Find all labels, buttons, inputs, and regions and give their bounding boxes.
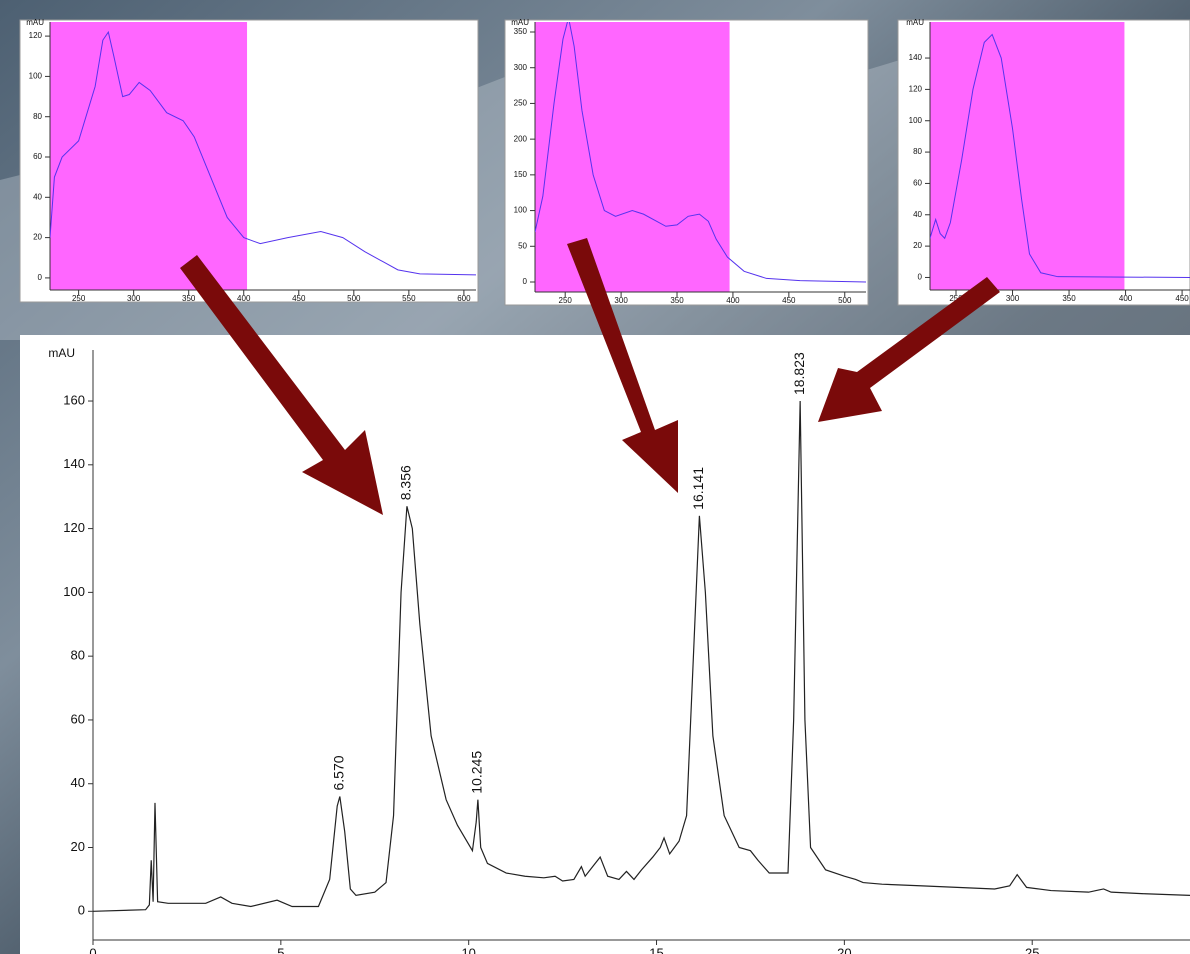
x-tick-label: 10 xyxy=(461,945,475,954)
peak-label: 18.823 xyxy=(791,352,807,395)
y-tick-label: 140 xyxy=(909,53,923,62)
y-tick-label: 120 xyxy=(63,520,85,535)
x-tick-label: 300 xyxy=(127,294,141,303)
x-tick-label: 250 xyxy=(559,296,573,305)
highlight-band xyxy=(535,22,730,292)
x-tick-label: 500 xyxy=(838,296,852,305)
peak-label: 16.141 xyxy=(690,467,706,510)
y-tick-label: 100 xyxy=(909,116,923,125)
x-tick-label: 450 xyxy=(292,294,306,303)
y-tick-label: 140 xyxy=(63,456,85,471)
y-tick-label: 0 xyxy=(918,273,923,282)
chromatogram-panel xyxy=(20,335,1190,954)
y-tick-label: 60 xyxy=(71,711,85,726)
x-tick-label: 400 xyxy=(237,294,251,303)
x-tick-label: 600 xyxy=(457,294,471,303)
y-tick-label: 80 xyxy=(913,147,922,156)
y-tick-label: 120 xyxy=(29,31,43,40)
x-tick-label: 350 xyxy=(670,296,684,305)
y-tick-label: 40 xyxy=(33,192,42,201)
y-tick-label: 20 xyxy=(71,839,85,854)
x-tick-label: 0 xyxy=(89,945,96,954)
y-tick-label: 100 xyxy=(29,72,43,81)
y-tick-label: 350 xyxy=(514,27,528,36)
y-tick-label: 20 xyxy=(33,233,42,242)
y-axis-label: mAU xyxy=(511,18,529,27)
x-tick-label: 500 xyxy=(347,294,361,303)
y-tick-label: 120 xyxy=(909,85,923,94)
x-tick-label: 15 xyxy=(649,945,663,954)
y-tick-label: 0 xyxy=(523,277,528,286)
y-tick-label: 80 xyxy=(33,112,42,121)
y-tick-label: 160 xyxy=(63,392,85,407)
y-tick-label: 0 xyxy=(78,903,85,918)
y-axis-label: mAU xyxy=(906,18,924,27)
y-tick-label: 20 xyxy=(913,241,922,250)
x-tick-label: 5 xyxy=(277,945,284,954)
x-tick-label: 450 xyxy=(782,296,796,305)
y-tick-label: 0 xyxy=(38,273,43,282)
y-tick-label: 40 xyxy=(913,210,922,219)
y-tick-label: 50 xyxy=(518,241,527,250)
highlight-band xyxy=(930,22,1124,290)
x-tick-label: 550 xyxy=(402,294,416,303)
x-tick-label: 400 xyxy=(726,296,740,305)
y-tick-label: 250 xyxy=(514,99,528,108)
y-tick-label: 100 xyxy=(514,206,528,215)
chart: 0 50 100 150 200 250 300 350 250 300 350 400 450 500 m… xyxy=(505,18,868,305)
y-tick-label: 60 xyxy=(33,152,42,161)
peak-label: 10.245 xyxy=(469,751,485,794)
x-tick-label: 25 xyxy=(1025,945,1039,954)
x-tick-label: 350 xyxy=(182,294,196,303)
y-axis-label: mAU xyxy=(48,346,75,360)
figure: 020406080100120250300350400450500550600m… xyxy=(0,0,1190,954)
x-tick-label: 300 xyxy=(1006,294,1020,303)
highlight-band xyxy=(50,22,247,290)
x-tick-label: 250 xyxy=(72,294,86,303)
page: {"chart_data": [ {"type": "line", "y_lab… xyxy=(0,0,1190,954)
peak-label: 8.356 xyxy=(398,465,414,500)
peak-label: 6.570 xyxy=(331,755,347,790)
y-tick-label: 40 xyxy=(71,775,85,790)
x-tick-label: 350 xyxy=(1062,294,1076,303)
y-tick-label: 150 xyxy=(514,170,528,179)
x-tick-label: 300 xyxy=(614,296,628,305)
x-tick-label: 400 xyxy=(1119,294,1133,303)
y-axis-label: mAU xyxy=(26,18,44,27)
y-tick-label: 80 xyxy=(71,648,85,663)
x-tick-label: 450 xyxy=(1175,294,1189,303)
x-tick-label: 20 xyxy=(837,945,851,954)
y-tick-label: 100 xyxy=(63,584,85,599)
chart: 0 20 40 60 80 100 120 250 300 350 400 450 500 550 600 m… xyxy=(20,18,478,303)
y-tick-label: 200 xyxy=(514,134,528,143)
y-tick-label: 300 xyxy=(514,63,528,72)
y-tick-label: 60 xyxy=(913,179,922,188)
